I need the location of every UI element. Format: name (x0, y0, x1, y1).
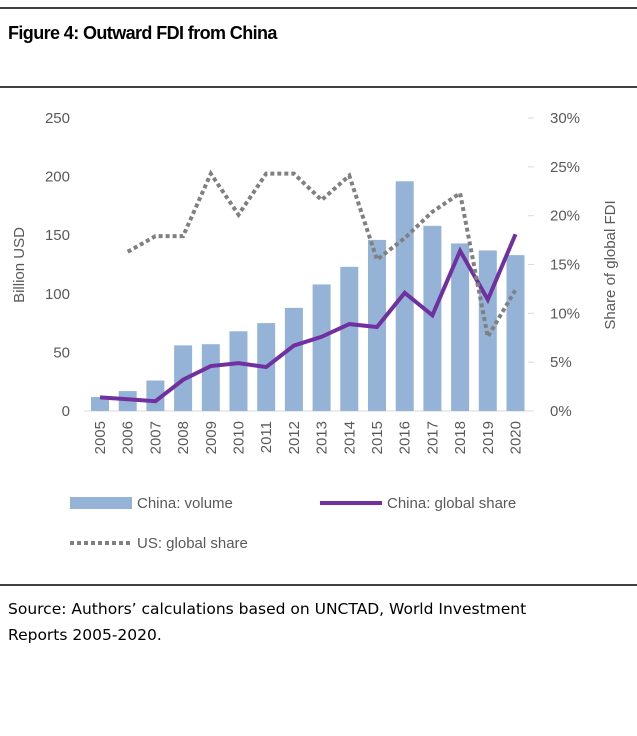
bar (284, 307, 303, 411)
bar (91, 396, 109, 411)
y2-tick-label: 10% (550, 305, 580, 322)
legend-label: US: global share (137, 535, 248, 552)
bar (506, 255, 525, 411)
y2-tick-label: 5% (550, 354, 572, 371)
x-tick-label: 2011 (258, 421, 275, 453)
x-tick-label: 2016 (397, 421, 414, 454)
x-tick-label: 2010 (231, 421, 248, 454)
source-line: Source: Authors’ calculations based on U… (8, 600, 526, 618)
x-tick-label: 2006 (120, 421, 137, 454)
x-tick-label: 2017 (424, 421, 441, 454)
bar (423, 225, 442, 411)
x-tick-label: 2012 (286, 421, 303, 454)
y-tick-label: 150 (45, 227, 70, 244)
legend-swatch (70, 497, 132, 509)
y-tick-label: 100 (45, 286, 70, 303)
x-tick-label: 2005 (92, 421, 109, 454)
figure-title: Figure 4: Outward FDI from China (8, 23, 278, 43)
x-tick-label: 2014 (341, 421, 358, 454)
bar (451, 243, 470, 411)
y2-tick-label: 25% (550, 159, 580, 176)
y2-tick-label: 15% (550, 257, 580, 274)
y2-tick-label: 0% (550, 403, 572, 420)
bar (146, 380, 165, 411)
bar (312, 284, 331, 411)
bar (201, 344, 220, 411)
y-tick-label: 50 (53, 344, 70, 361)
x-tick-label: 2015 (369, 421, 386, 454)
y-tick-label: 0 (62, 403, 70, 420)
x-tick-label: 2020 (508, 421, 525, 454)
legend-label: China: global share (387, 495, 516, 512)
x-tick-label: 2019 (480, 421, 497, 454)
series-line (99, 233, 518, 404)
y2-axis-label: Share of global FDI (602, 200, 619, 329)
x-tick-label: 2008 (175, 421, 192, 454)
y-axis-label: Billion USD (11, 227, 28, 303)
x-tick-label: 2013 (314, 421, 331, 454)
source-line: Reports 2005-2020. (8, 626, 162, 644)
bar (395, 181, 414, 411)
legend-label: China: volume (137, 495, 233, 512)
x-tick-label: 2009 (203, 421, 220, 454)
y-tick-label: 250 (45, 110, 70, 127)
series-line (126, 169, 518, 343)
y2-tick-label: 20% (550, 208, 580, 225)
x-tick-label: 2018 (452, 421, 469, 454)
bar (340, 266, 359, 411)
x-tick-label: 2007 (147, 421, 164, 454)
bar (229, 331, 248, 411)
y2-tick-label: 30% (550, 110, 580, 127)
y-tick-label: 200 (45, 169, 70, 186)
